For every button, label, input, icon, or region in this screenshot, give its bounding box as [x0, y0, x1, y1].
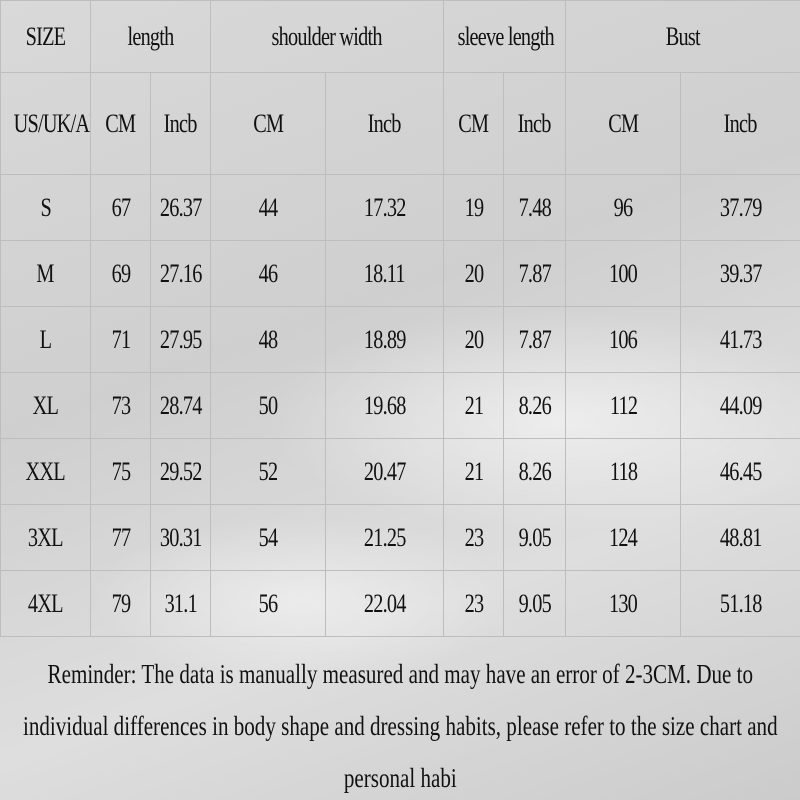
- table-row: S 67 26.37 44 17.32 19 7.48 96 37.79: [0, 174, 800, 241]
- table-cell: 77: [90, 504, 151, 571]
- unit-cell: Incb: [503, 72, 567, 175]
- table-row: 4XL 79 31.1 56 22.04 23 9.05 130 51.18: [0, 570, 800, 637]
- table-cell: 21: [443, 438, 505, 505]
- table-cell: 44: [210, 174, 326, 241]
- table-cell: 112: [565, 372, 682, 439]
- size-label: 4XL: [0, 570, 91, 637]
- unit-cell: Incb: [324, 72, 445, 175]
- size-label: L: [0, 306, 91, 373]
- table-cell: 46.45: [680, 438, 800, 505]
- table-cell: 48.81: [680, 504, 800, 571]
- table-cell: 8.26: [503, 372, 567, 439]
- table-cell: 54: [210, 504, 326, 571]
- header-group-row: SIZE length shoulder width sleeve length…: [0, 0, 800, 73]
- table-cell: 18.11: [324, 240, 445, 307]
- unit-cell: US/UK/AU: [0, 72, 91, 175]
- header-length: length: [90, 0, 211, 73]
- table-cell: 130: [565, 570, 682, 637]
- table-cell: 7.87: [503, 240, 567, 307]
- table-cell: 9.05: [503, 504, 567, 571]
- table-cell: 17.32: [324, 174, 445, 241]
- table-cell: 18.89: [324, 306, 445, 373]
- table-cell: 20: [443, 306, 505, 373]
- table-row: XL 73 28.74 50 19.68 21 8.26 112 44.09: [0, 372, 800, 439]
- header-shoulder-width: shoulder width: [209, 0, 445, 73]
- table-cell: 56: [210, 570, 326, 637]
- table-cell: 7.87: [503, 306, 567, 373]
- size-label: XXL: [0, 438, 91, 505]
- table-cell: 20.47: [324, 438, 445, 505]
- unit-cell: CM: [565, 72, 682, 175]
- table-cell: 21: [443, 372, 505, 439]
- table-cell: 41.73: [680, 306, 800, 373]
- table-cell: 29.52: [150, 438, 211, 505]
- table-cell: 46: [210, 240, 326, 307]
- table-cell: 8.26: [503, 438, 567, 505]
- table-cell: 96: [565, 174, 682, 241]
- table-cell: 30.31: [150, 504, 211, 571]
- unit-cell: CM: [443, 72, 505, 175]
- table-cell: 39.37: [680, 240, 800, 307]
- size-label: S: [0, 174, 91, 241]
- header-size: SIZE: [0, 0, 91, 73]
- unit-cell: CM: [210, 72, 326, 175]
- table-row: M 69 27.16 46 18.11 20 7.87 100 39.37: [0, 240, 800, 307]
- table-cell: 37.79: [680, 174, 800, 241]
- table-cell: 51.18: [680, 570, 800, 637]
- table-cell: 23: [443, 504, 505, 571]
- table-cell: 27.95: [150, 306, 211, 373]
- table-cell: 19: [443, 174, 505, 241]
- table-cell: 27.16: [150, 240, 211, 307]
- table-cell: 44.09: [680, 372, 800, 439]
- table-cell: 106: [565, 306, 682, 373]
- table-cell: 28.74: [150, 372, 211, 439]
- table-cell: 79: [90, 570, 151, 637]
- table-row: XXL 75 29.52 52 20.47 21 8.26 118 46.45: [0, 438, 800, 505]
- table-cell: 73: [90, 372, 151, 439]
- table-cell: 67: [90, 174, 151, 241]
- reminder-text: Reminder: The data is manually measured …: [22, 659, 778, 793]
- header-bust: Bust: [565, 0, 800, 73]
- size-table: SIZE length shoulder width sleeve length…: [0, 0, 800, 637]
- size-label: XL: [0, 372, 91, 439]
- size-label: M: [0, 240, 91, 307]
- table-cell: 20: [443, 240, 505, 307]
- table-cell: 118: [565, 438, 682, 505]
- table-cell: 9.05: [503, 570, 567, 637]
- table-cell: 7.48: [503, 174, 567, 241]
- header-unit-row: US/UK/AU CM Incb CM Incb CM Incb CM Incb: [0, 72, 800, 175]
- table-cell: 52: [210, 438, 326, 505]
- table-cell: 31.1: [150, 570, 211, 637]
- table-cell: 69: [90, 240, 151, 307]
- table-row: 3XL 77 30.31 54 21.25 23 9.05 124 48.81: [0, 504, 800, 571]
- table-cell: 50: [210, 372, 326, 439]
- header-sleeve-length: sleeve length: [443, 0, 567, 73]
- table-cell: 19.68: [324, 372, 445, 439]
- table-cell: 100: [565, 240, 682, 307]
- table-cell: 23: [443, 570, 505, 637]
- unit-cell: CM: [90, 72, 151, 175]
- unit-cell: Incb: [680, 72, 800, 175]
- table-cell: 75: [90, 438, 151, 505]
- table-row: L 71 27.95 48 18.89 20 7.87 106 41.73: [0, 306, 800, 373]
- table-cell: 26.37: [150, 174, 211, 241]
- table-cell: 21.25: [324, 504, 445, 571]
- table-cell: 22.04: [324, 570, 445, 637]
- size-label: 3XL: [0, 504, 91, 571]
- table-cell: 124: [565, 504, 682, 571]
- reminder-note: Reminder: The data is manually measured …: [0, 636, 800, 800]
- table-cell: 48: [210, 306, 326, 373]
- unit-cell: Incb: [150, 72, 211, 175]
- table-cell: 71: [90, 306, 151, 373]
